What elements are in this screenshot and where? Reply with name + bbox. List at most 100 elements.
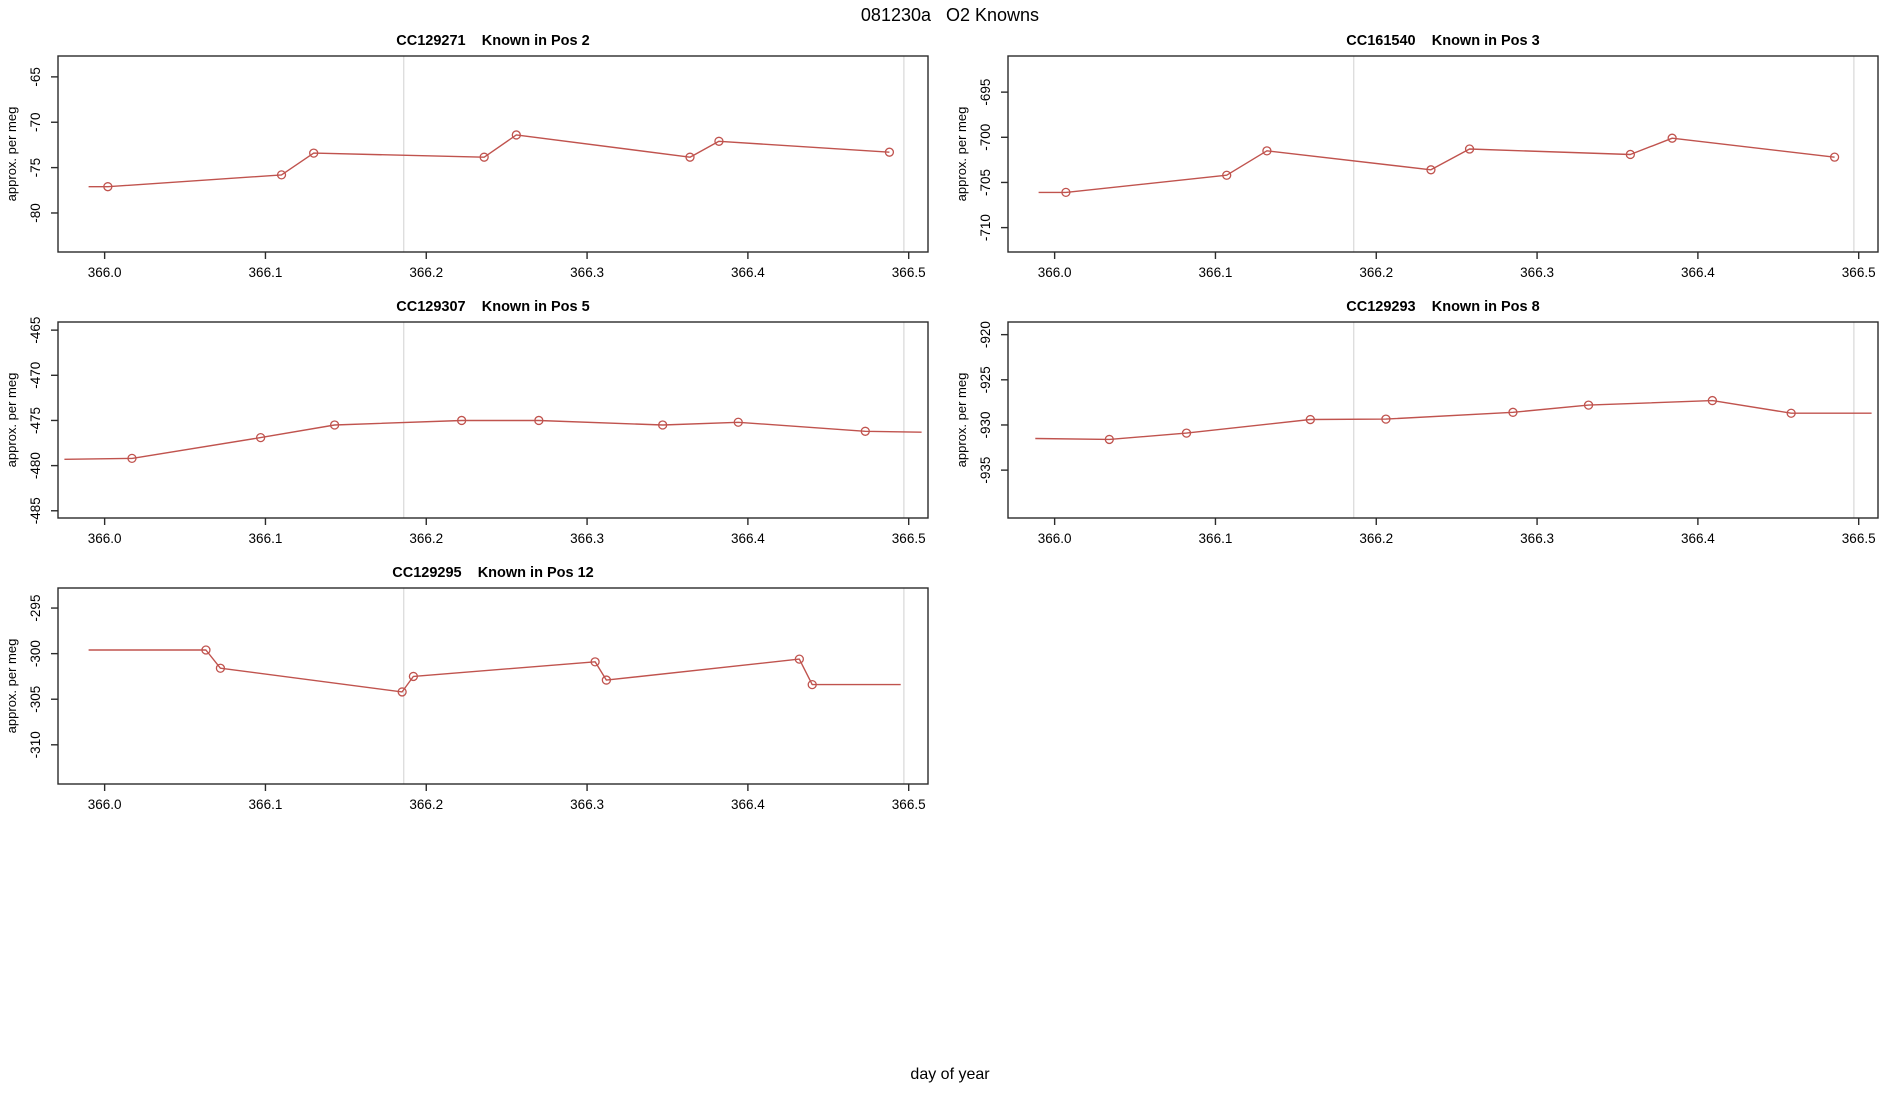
data-point xyxy=(276,170,287,180)
data-point xyxy=(397,687,407,697)
x-tick-label: 366.0 xyxy=(1038,531,1072,546)
y-tick-label: -695 xyxy=(978,79,993,106)
data-point xyxy=(201,645,211,655)
y-tick-label: -65 xyxy=(28,67,43,87)
x-tick-label: 366.5 xyxy=(892,531,926,546)
data-point xyxy=(884,147,895,157)
x-axis-outer-label: day of year xyxy=(910,1066,990,1083)
data-point xyxy=(1667,133,1677,143)
x-tick-label: 366.0 xyxy=(1038,265,1072,280)
data-point xyxy=(1464,144,1475,154)
data-point xyxy=(714,136,724,146)
data-point xyxy=(807,679,817,690)
data-point xyxy=(329,420,340,430)
y-tick-label: -925 xyxy=(978,366,993,393)
x-tick-label: 366.3 xyxy=(1520,265,1554,280)
data-point xyxy=(1381,414,1391,424)
data-point xyxy=(590,657,600,667)
data-point xyxy=(309,148,319,158)
data-line xyxy=(1038,137,1835,194)
y-tick-label: -70 xyxy=(28,112,43,132)
chart-cell-pos8: CC129293 Known in Pos 8 366.0 366.1 366.2 36… xyxy=(950,292,1900,572)
y-axis-label: approx. per meg xyxy=(4,107,19,202)
y-tick-label: -485 xyxy=(28,497,43,524)
y-tick-label: -295 xyxy=(28,595,43,622)
figure-title: 081230a O2 Knowns xyxy=(860,5,1040,25)
x-tick-label: 366.5 xyxy=(1842,265,1876,280)
chart-cell-pos5: CC129307 Known in Pos 5 366.0 366.1 366.2 36… xyxy=(0,292,950,572)
data-point xyxy=(215,663,226,673)
y-tick-label: -80 xyxy=(28,203,43,223)
data-point xyxy=(1786,408,1796,418)
y-tick-label: -705 xyxy=(978,169,993,196)
data-point xyxy=(456,415,467,426)
y-tick-label: -920 xyxy=(978,321,993,348)
data-point xyxy=(534,415,544,426)
x-tick-label: 366.3 xyxy=(570,797,604,812)
x-tick-label: 366.0 xyxy=(88,265,122,280)
x-tick-label: 366.0 xyxy=(88,531,122,546)
data-line xyxy=(88,649,901,693)
y-tick-label: -935 xyxy=(978,457,993,484)
chart-svg: CC161540 Known in Pos 3 366.0 366.1 366.2 36… xyxy=(954,33,1879,280)
plot-box xyxy=(1007,321,1879,519)
data-point xyxy=(1181,428,1192,438)
plot-box xyxy=(1007,55,1879,253)
data-line xyxy=(1035,399,1872,441)
y-tick-label: -300 xyxy=(28,640,43,667)
x-tick-label: 366.1 xyxy=(249,265,283,280)
x-tick-label: 366.4 xyxy=(731,797,765,812)
data-point xyxy=(860,426,870,436)
x-tick-label: 366.4 xyxy=(1681,265,1715,280)
y-tick-label: -310 xyxy=(28,731,43,758)
panel-title: CC129271 Known in Pos 2 xyxy=(396,33,589,49)
data-point xyxy=(1061,187,1071,198)
data-point xyxy=(794,654,804,664)
data-point xyxy=(1426,165,1436,175)
y-tick-label: -930 xyxy=(978,411,993,438)
data-point xyxy=(1829,152,1840,162)
y-axis-label: approx. per meg xyxy=(954,107,969,202)
x-tick-label: 366.5 xyxy=(892,797,926,812)
data-point xyxy=(103,182,113,192)
x-tick-label: 366.4 xyxy=(731,531,765,546)
x-tick-label: 366.1 xyxy=(249,531,283,546)
x-tick-label: 366.2 xyxy=(1359,531,1393,546)
x-tick-label: 366.2 xyxy=(409,265,443,280)
data-point xyxy=(601,675,612,685)
data-line xyxy=(88,134,890,188)
y-tick-label: -700 xyxy=(978,124,993,151)
x-tick-label: 366.3 xyxy=(570,531,604,546)
chart-svg: CC129293 Known in Pos 8 366.0 366.1 366.2 36… xyxy=(954,299,1879,546)
data-point xyxy=(685,152,695,162)
panel-title: CC161540 Known in Pos 3 xyxy=(1346,33,1539,49)
data-point xyxy=(511,130,521,140)
x-tick-label: 366.4 xyxy=(1681,531,1715,546)
data-point xyxy=(1707,395,1718,406)
data-point xyxy=(408,671,419,682)
x-tick-label: 366.2 xyxy=(409,531,443,546)
data-point xyxy=(1305,414,1315,425)
panel-title: CC129307 Known in Pos 5 xyxy=(396,299,589,315)
chart-svg: CC129307 Known in Pos 5 366.0 366.1 366.2 36… xyxy=(4,299,929,546)
y-tick-label: -75 xyxy=(28,158,43,178)
y-axis-label: approx. per meg xyxy=(4,373,19,468)
chart-svg: CC129295 Known in Pos 12 366.0 366.1 366.2 3… xyxy=(4,565,929,812)
data-point xyxy=(255,432,266,443)
data-point xyxy=(1625,149,1635,160)
plot-box xyxy=(57,587,929,785)
data-point xyxy=(1262,146,1272,156)
data-point xyxy=(479,152,489,162)
chart-grid: CC129271 Known in Pos 2 366.0 366.1 366.2 36… xyxy=(0,26,1900,826)
x-tick-label: 366.0 xyxy=(88,797,122,812)
y-axis-label: approx. per meg xyxy=(954,373,969,468)
y-tick-label: -305 xyxy=(28,686,43,713)
data-point xyxy=(1222,170,1232,180)
x-tick-label: 366.4 xyxy=(731,265,765,280)
data-point xyxy=(1508,407,1518,417)
x-tick-label: 366.1 xyxy=(1199,531,1233,546)
data-point xyxy=(1583,400,1594,410)
data-point xyxy=(127,453,137,464)
x-tick-label: 366.2 xyxy=(1359,265,1393,280)
